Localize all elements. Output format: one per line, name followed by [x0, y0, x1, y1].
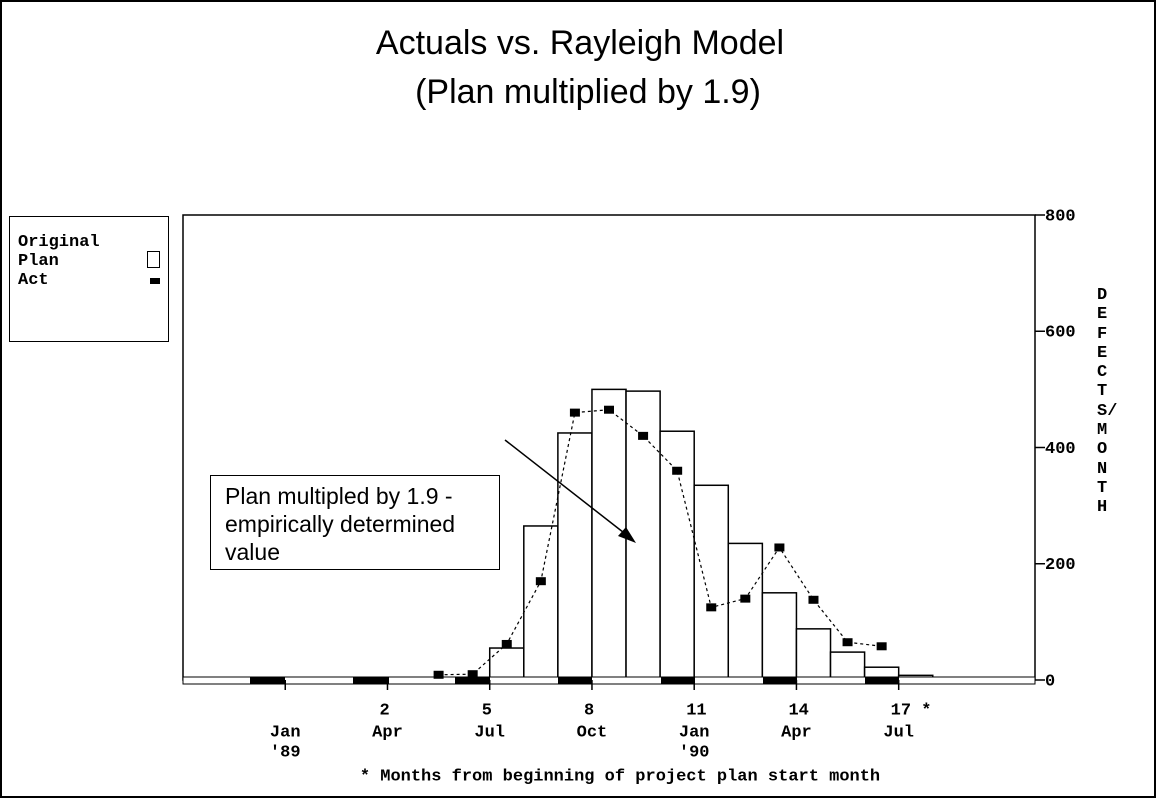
legend-label: Original Plan [18, 233, 100, 271]
act-marker [876, 642, 887, 651]
x-date-label: Jul [883, 723, 914, 742]
x-tick-label: 8 [584, 701, 594, 720]
x-tick-label: 17 * [891, 701, 932, 720]
x-tick-label: 11 [686, 701, 706, 720]
x-date-label: Apr [372, 723, 403, 742]
chart-title: Actuals vs. Rayleigh Model [376, 24, 784, 62]
y-axis-label: DEFECTS/MONTH [1097, 286, 1118, 518]
baseline [182, 676, 1036, 685]
x-year-label: '89 [270, 743, 301, 762]
quarter-marker [353, 677, 389, 684]
annotation-arrow [504, 439, 629, 537]
act-marker [672, 466, 683, 475]
act-marker [808, 595, 819, 604]
act-marker [706, 603, 717, 612]
legend-entry: Act [10, 271, 168, 290]
act-marker [501, 639, 512, 648]
x-axis-label: * Months from beginning of project plan … [360, 767, 880, 786]
bar [795, 628, 832, 681]
quarter-marker [250, 677, 285, 684]
act-marker [569, 408, 580, 417]
quarter-marker [455, 677, 490, 684]
legend-entry: Original Plan [10, 233, 168, 271]
x-tick-label: 5 [482, 701, 492, 720]
bar [761, 592, 798, 681]
act-line [438, 409, 882, 676]
chart-subtitle: (Plan multiplied by 1.9) [415, 73, 761, 111]
x-tick-label: 14 [788, 701, 808, 720]
x-tick-label: 2 [379, 701, 389, 720]
bar [829, 651, 866, 681]
bar [727, 542, 764, 681]
legend-label: Act [18, 271, 49, 290]
act-marker [604, 405, 614, 414]
x-year-label: '90 [679, 743, 710, 762]
x-date-label: Oct [577, 723, 608, 742]
quarter-marker [661, 677, 695, 684]
legend-swatch [147, 251, 160, 268]
legend: Original Plan Act [9, 216, 169, 342]
act-marker [774, 543, 785, 552]
legend-swatch [150, 278, 160, 284]
x-date-label: Apr [781, 723, 812, 742]
x-date-label: Jul [474, 723, 505, 742]
bar [488, 647, 525, 681]
y-tick-label: 800 [1045, 207, 1076, 226]
y-tick-label: 400 [1045, 440, 1076, 459]
y-tick-label: 200 [1045, 556, 1076, 575]
act-marker [740, 594, 751, 603]
x-date-label: Jan [679, 723, 710, 742]
y-tick-label: 600 [1045, 324, 1076, 343]
act-marker [638, 431, 649, 440]
quarter-marker [763, 677, 797, 684]
arrow-head [618, 527, 636, 543]
act-marker [842, 638, 853, 647]
baseline-band [182, 676, 1036, 685]
act-marker [535, 577, 546, 586]
bar [693, 484, 730, 681]
act-marker [433, 670, 444, 679]
y-tick-label: 0 [1045, 672, 1055, 691]
quarter-marker [558, 677, 592, 684]
quarter-marker [865, 677, 899, 684]
x-date-label: Jan [270, 723, 301, 742]
annotation: Plan multipled by 1.9 - empirically dete… [210, 475, 500, 570]
act-marker [467, 670, 478, 679]
